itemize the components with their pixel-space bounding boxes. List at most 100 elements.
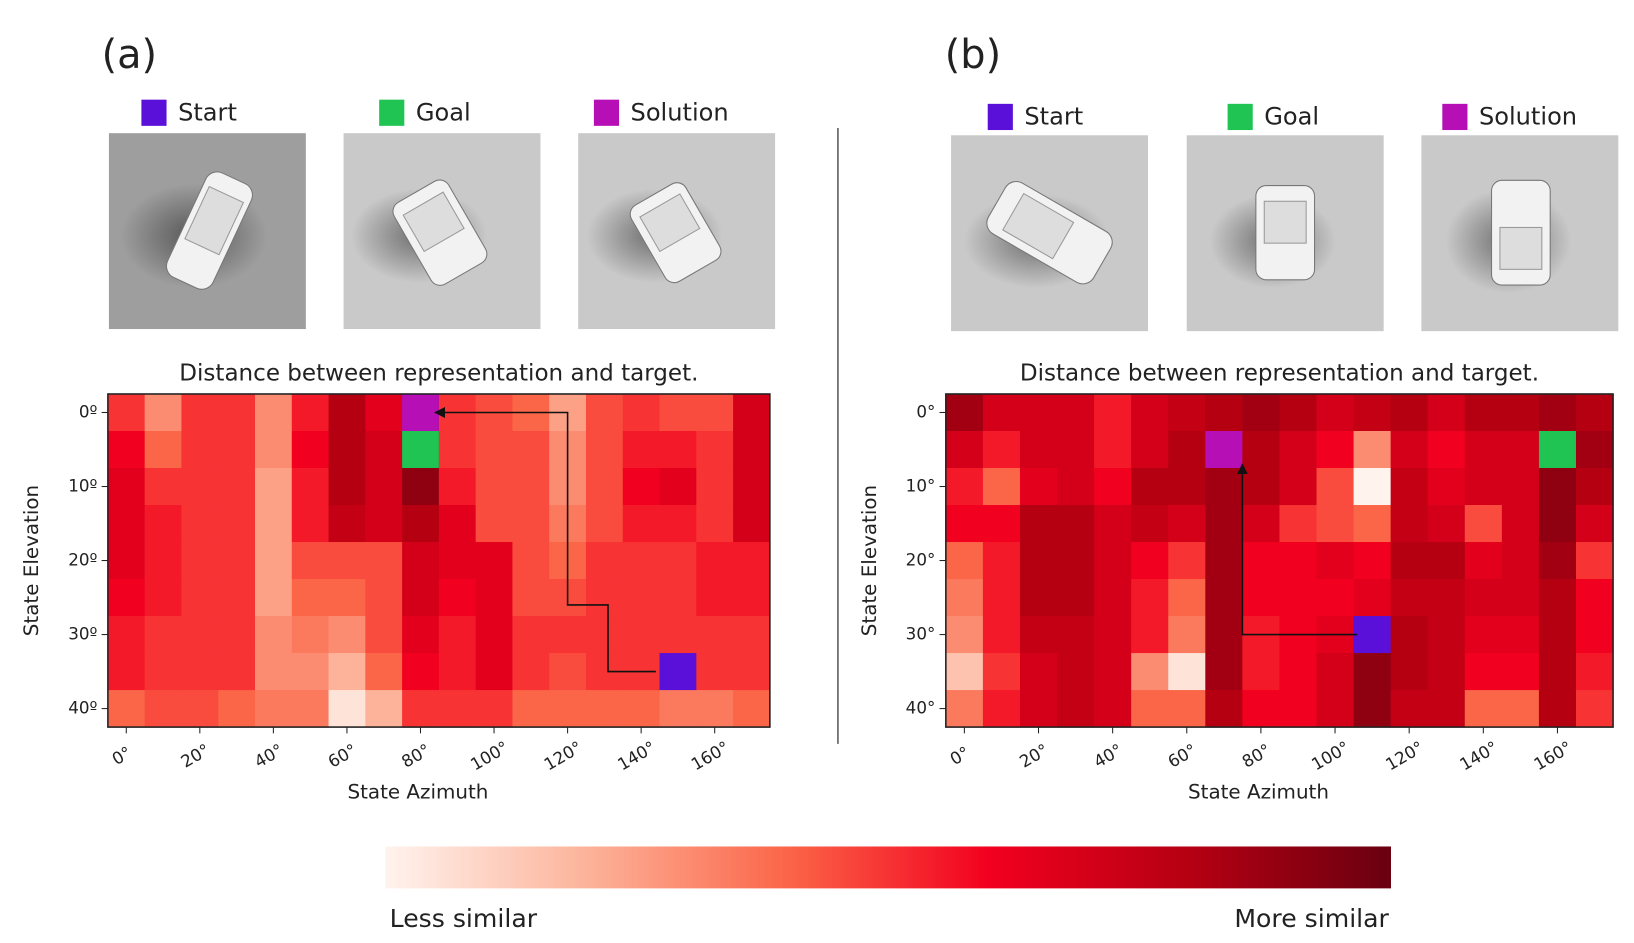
heatmap-cell — [982, 616, 1021, 654]
heatmap-cell — [291, 653, 330, 691]
y-tick-label: 0º — [79, 401, 98, 421]
legend-swatch — [987, 103, 1013, 131]
heatmap-cell — [475, 505, 513, 543]
heatmap-cell — [622, 505, 661, 543]
heatmap-cell — [1168, 430, 1206, 469]
heatmap-cell — [512, 653, 550, 691]
heatmap-cell — [1390, 393, 1429, 432]
x-axis-label: State Azimuth — [347, 781, 488, 804]
heatmap-cell — [1464, 468, 1503, 506]
y-tick-label: 20º — [68, 550, 97, 570]
heatmap-cell — [585, 690, 624, 728]
heatmap-cell — [1094, 468, 1132, 506]
heatmap-cell — [1279, 690, 1318, 728]
heatmap-cell — [144, 505, 182, 543]
colorbar-high-label: More similar — [1234, 904, 1389, 933]
heatmap-cell — [622, 393, 661, 432]
heatmap-cell — [1427, 468, 1466, 506]
heatmap-cell — [1353, 579, 1392, 617]
heatmap-cell — [1019, 430, 1058, 469]
heatmap-cell — [982, 393, 1021, 432]
heatmap-cell — [1242, 468, 1280, 506]
legend-label: Goal — [1264, 102, 1319, 130]
heatmap-cell — [1501, 505, 1540, 543]
legend-swatch — [379, 99, 405, 126]
heatmap-cell — [438, 690, 477, 728]
heatmap-cell — [1575, 690, 1614, 728]
heatmap-cell — [1353, 393, 1392, 432]
heatmap-cell — [1205, 579, 1243, 617]
heatmap-cell — [659, 393, 697, 432]
heatmap-cell — [291, 430, 330, 469]
heatmap-cell — [181, 505, 219, 543]
y-axis-label: State Elevation — [20, 485, 43, 636]
heatmap-cell — [1205, 653, 1243, 691]
heatmap-cell — [1279, 393, 1318, 432]
heatmap-cell — [1279, 653, 1318, 691]
heatmap-cell — [733, 579, 771, 617]
heatmap-cell — [1575, 468, 1614, 506]
heatmap-cell — [328, 430, 366, 469]
y-axis-label: State Elevation — [858, 485, 881, 636]
marker-start — [659, 653, 697, 691]
y-tick-label: 30° — [906, 624, 936, 644]
heatmap-cell — [218, 468, 256, 506]
heatmap-cell — [512, 542, 550, 580]
heatmap-cell — [1501, 430, 1540, 469]
heatmap-cell — [107, 653, 146, 691]
heatmap-cell — [254, 430, 293, 469]
heatmap-cell — [181, 690, 219, 728]
legend-swatch — [1442, 103, 1468, 131]
heatmap-cell — [475, 690, 513, 728]
heatmap-cell — [1538, 653, 1577, 691]
heatmap-cell — [982, 579, 1021, 617]
heatmap-cell — [733, 616, 771, 654]
marker-solution — [402, 393, 439, 431]
heatmap-cell — [1501, 653, 1540, 691]
x-tick-label: 100° — [467, 737, 512, 775]
heatmap-cell — [585, 393, 624, 432]
heatmap-cell — [181, 653, 219, 691]
heatmap-cell — [1094, 393, 1132, 432]
heatmap-cell — [1427, 393, 1466, 432]
heatmap-cell — [254, 579, 293, 617]
heatmap-cell — [218, 579, 256, 617]
heatmap-cell — [696, 393, 734, 432]
heatmap-cell — [1538, 468, 1577, 506]
heatmap-cell — [549, 616, 587, 654]
heatmap-cell — [402, 616, 440, 654]
heatmap-cell — [1575, 653, 1614, 691]
legend-label: Start — [1024, 102, 1083, 130]
heatmap-cell — [144, 616, 182, 654]
heatmap-cell — [475, 542, 513, 580]
heatmap-cell — [144, 468, 182, 506]
heatmap-cell — [107, 468, 146, 506]
x-tick-label: 20° — [1016, 739, 1052, 771]
heatmap-cell — [945, 690, 984, 728]
heatmap-cell — [982, 468, 1021, 506]
heatmap-cell — [365, 468, 403, 506]
heatmap-cell — [438, 542, 477, 580]
heatmap-cell — [1205, 690, 1243, 728]
heatmap-cell — [696, 653, 734, 691]
heatmap-cell — [291, 616, 330, 654]
heatmap-cell — [1353, 690, 1392, 728]
heatmap-cell — [218, 690, 256, 728]
heatmap-cell — [1390, 468, 1429, 506]
heatmap-cell — [622, 616, 661, 654]
heatmap-cell — [1501, 468, 1540, 506]
heatmap-cell — [181, 468, 219, 506]
heatmap-cell — [1427, 690, 1466, 728]
x-tick-label: 120° — [1382, 737, 1427, 775]
legend-label: Solution — [1479, 102, 1577, 130]
panel-label: (b) — [945, 32, 1001, 78]
heatmap-cell — [1316, 393, 1355, 432]
heatmap-cell — [659, 542, 697, 580]
heatmap-cell — [1390, 579, 1429, 617]
heatmap-cell — [733, 690, 771, 728]
marker-start — [1353, 616, 1391, 654]
heatmap-cell — [585, 505, 624, 543]
heatmap-cell — [1464, 505, 1503, 543]
heatmap-cell — [696, 468, 734, 506]
heatmap-cell — [1464, 653, 1503, 691]
